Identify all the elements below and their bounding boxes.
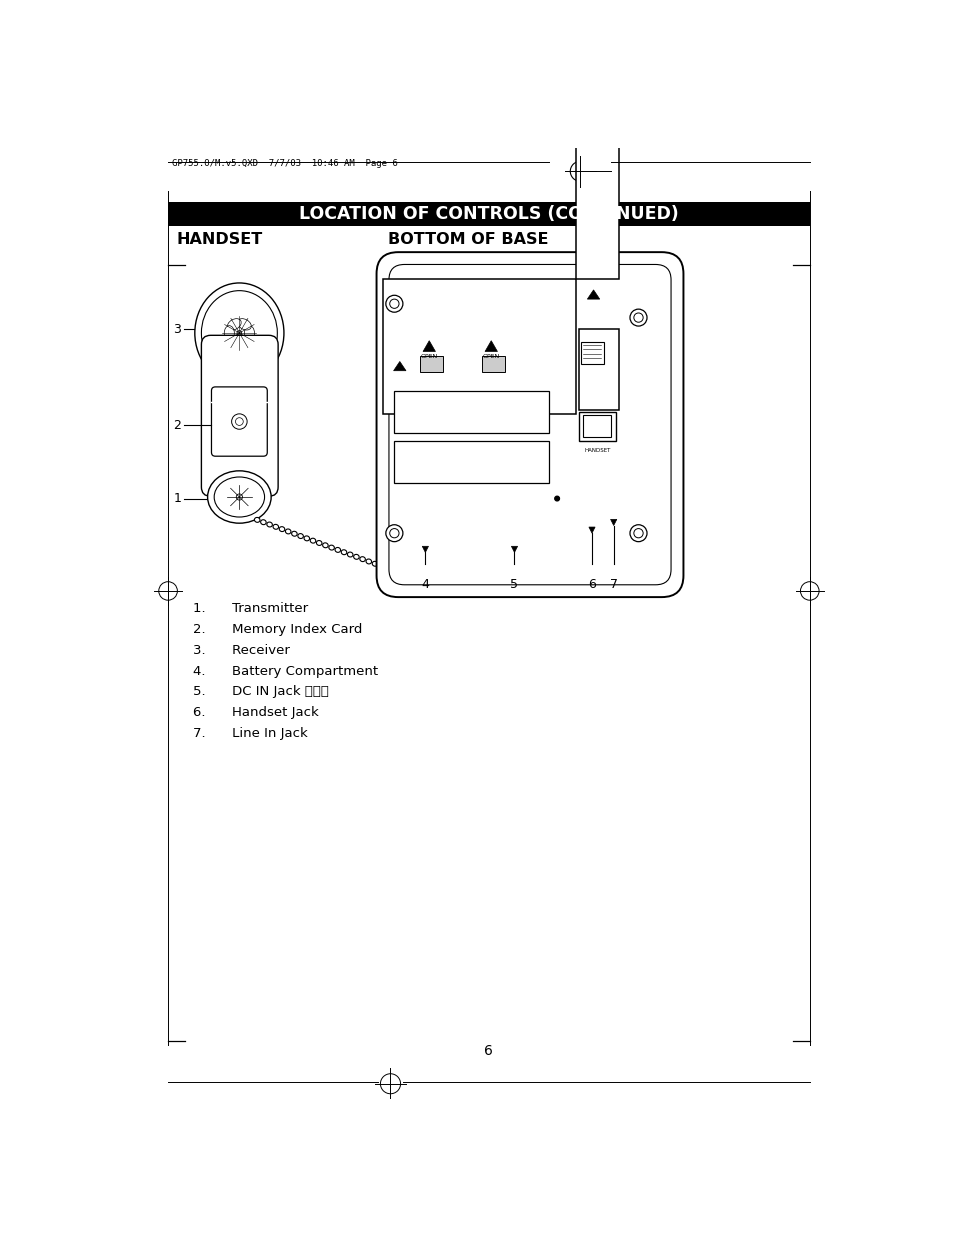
Text: 7: 7 bbox=[609, 578, 617, 590]
Bar bbox=[578, 411, 616, 441]
Ellipse shape bbox=[279, 526, 284, 531]
Ellipse shape bbox=[354, 555, 358, 559]
Ellipse shape bbox=[254, 517, 260, 522]
Text: HANDSET: HANDSET bbox=[176, 231, 263, 247]
Circle shape bbox=[633, 529, 642, 537]
Text: BOTTOM OF BASE: BOTTOM OF BASE bbox=[387, 231, 548, 247]
Text: 5: 5 bbox=[510, 578, 518, 590]
Bar bbox=[580, 342, 604, 364]
Text: OPEN: OPEN bbox=[420, 353, 437, 359]
Circle shape bbox=[629, 525, 646, 542]
Ellipse shape bbox=[260, 520, 266, 525]
Circle shape bbox=[555, 496, 558, 501]
Ellipse shape bbox=[347, 552, 353, 557]
Ellipse shape bbox=[366, 559, 371, 564]
Text: 6: 6 bbox=[587, 578, 596, 590]
Circle shape bbox=[232, 414, 247, 430]
Ellipse shape bbox=[214, 477, 264, 517]
Polygon shape bbox=[588, 527, 595, 534]
Ellipse shape bbox=[316, 541, 321, 546]
Ellipse shape bbox=[244, 326, 254, 341]
Ellipse shape bbox=[237, 336, 251, 347]
FancyBboxPatch shape bbox=[376, 252, 682, 597]
Text: 4: 4 bbox=[421, 578, 429, 590]
Polygon shape bbox=[511, 546, 517, 552]
Bar bbox=[576, 103, 618, 279]
Ellipse shape bbox=[292, 531, 296, 536]
Polygon shape bbox=[610, 520, 617, 526]
Circle shape bbox=[390, 299, 398, 309]
Ellipse shape bbox=[208, 471, 271, 524]
FancyBboxPatch shape bbox=[389, 264, 670, 585]
Circle shape bbox=[236, 494, 242, 500]
Ellipse shape bbox=[335, 547, 340, 552]
Circle shape bbox=[629, 309, 646, 326]
Circle shape bbox=[633, 312, 642, 322]
Ellipse shape bbox=[304, 536, 309, 541]
Ellipse shape bbox=[322, 543, 328, 548]
Bar bbox=[582, 415, 610, 437]
Text: 7.  Line In Jack: 7. Line In Jack bbox=[193, 727, 307, 740]
Ellipse shape bbox=[224, 326, 234, 341]
Text: 3: 3 bbox=[173, 322, 181, 336]
Text: 5.  DC IN Jack ⒸⓆⒸ: 5. DC IN Jack ⒸⓆⒸ bbox=[193, 685, 329, 698]
Circle shape bbox=[385, 295, 402, 312]
Text: 6: 6 bbox=[484, 1045, 493, 1058]
Ellipse shape bbox=[329, 545, 334, 550]
Bar bbox=[211, 341, 269, 403]
Circle shape bbox=[235, 417, 243, 425]
Text: GP755.O/M.v5.QXD  7/7/03  10:46 AM  Page 6: GP755.O/M.v5.QXD 7/7/03 10:46 AM Page 6 bbox=[172, 159, 397, 168]
Text: OPEN: OPEN bbox=[482, 353, 499, 359]
Circle shape bbox=[385, 525, 402, 542]
Ellipse shape bbox=[372, 562, 377, 566]
Ellipse shape bbox=[194, 283, 284, 383]
Text: 4.  Battery Compartment: 4. Battery Compartment bbox=[193, 664, 377, 678]
Text: 2.  Memory Index Card: 2. Memory Index Card bbox=[193, 622, 362, 636]
Ellipse shape bbox=[285, 529, 291, 534]
Ellipse shape bbox=[227, 336, 241, 347]
Ellipse shape bbox=[359, 557, 365, 562]
Ellipse shape bbox=[273, 525, 278, 530]
Polygon shape bbox=[587, 290, 599, 299]
Bar bbox=[394, 441, 549, 483]
Polygon shape bbox=[394, 362, 406, 370]
Bar bbox=[481, 356, 505, 372]
Bar bbox=[382, 279, 576, 414]
Bar bbox=[419, 356, 443, 372]
Bar bbox=[394, 390, 549, 433]
Text: HANDSET: HANDSET bbox=[583, 448, 610, 453]
Ellipse shape bbox=[267, 522, 273, 527]
FancyBboxPatch shape bbox=[212, 387, 267, 456]
Polygon shape bbox=[422, 546, 428, 552]
Polygon shape bbox=[422, 341, 435, 352]
Ellipse shape bbox=[201, 290, 277, 375]
Text: 1: 1 bbox=[173, 492, 181, 505]
Text: 6.  Handset Jack: 6. Handset Jack bbox=[193, 706, 318, 719]
Ellipse shape bbox=[384, 566, 390, 571]
Circle shape bbox=[236, 331, 241, 336]
Bar bbox=[168, 203, 809, 226]
Text: LOCATION OF CONTROLS (CONTINUED): LOCATION OF CONTROLS (CONTINUED) bbox=[298, 205, 679, 224]
Text: 3.  Receiver: 3. Receiver bbox=[193, 643, 290, 657]
Text: 2: 2 bbox=[173, 419, 181, 432]
Ellipse shape bbox=[227, 319, 241, 330]
FancyBboxPatch shape bbox=[201, 336, 278, 496]
Ellipse shape bbox=[378, 563, 383, 568]
Polygon shape bbox=[484, 341, 497, 352]
Circle shape bbox=[390, 529, 398, 537]
Text: 1.  Transmitter: 1. Transmitter bbox=[193, 603, 308, 615]
Bar bbox=[578, 330, 618, 410]
Ellipse shape bbox=[310, 538, 315, 543]
Ellipse shape bbox=[341, 550, 346, 555]
Ellipse shape bbox=[237, 319, 251, 330]
Ellipse shape bbox=[297, 534, 303, 538]
